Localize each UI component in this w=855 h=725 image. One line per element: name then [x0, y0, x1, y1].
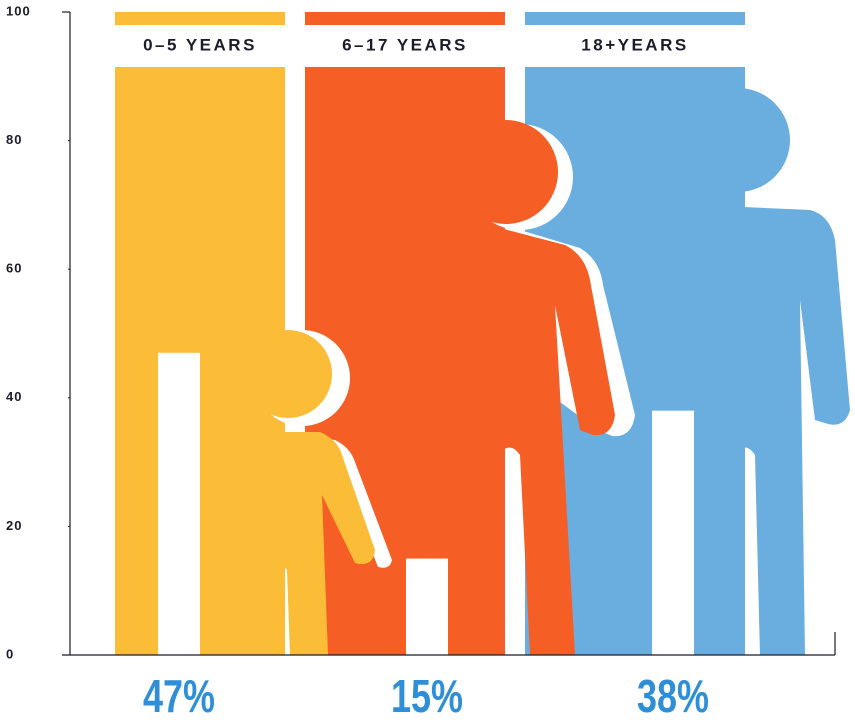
value-label: 38%: [637, 670, 709, 722]
header-band: [115, 25, 745, 67]
y-tick-label: 100: [6, 3, 31, 18]
bar: [158, 352, 200, 655]
y-tick-label: 0: [6, 646, 14, 661]
column-header: 6–17 YEARS: [342, 35, 468, 54]
foreground: 0–5 YEARS 6–17 YEARS 18+YEARS: [143, 35, 694, 655]
teen-silhouette: [320, 120, 635, 655]
column-header: 18+YEARS: [581, 35, 688, 54]
child-silhouette: [240, 330, 392, 655]
column-header: 0–5 YEARS: [143, 35, 257, 54]
y-tick-label: 20: [6, 518, 22, 533]
y-tick-label: 40: [6, 389, 22, 404]
bar: [406, 558, 448, 655]
bar: [652, 410, 694, 655]
value-label: 15%: [391, 670, 463, 722]
value-label: 47%: [143, 670, 215, 722]
y-tick-label: 60: [6, 261, 22, 276]
y-tick-label: 80: [6, 132, 22, 147]
